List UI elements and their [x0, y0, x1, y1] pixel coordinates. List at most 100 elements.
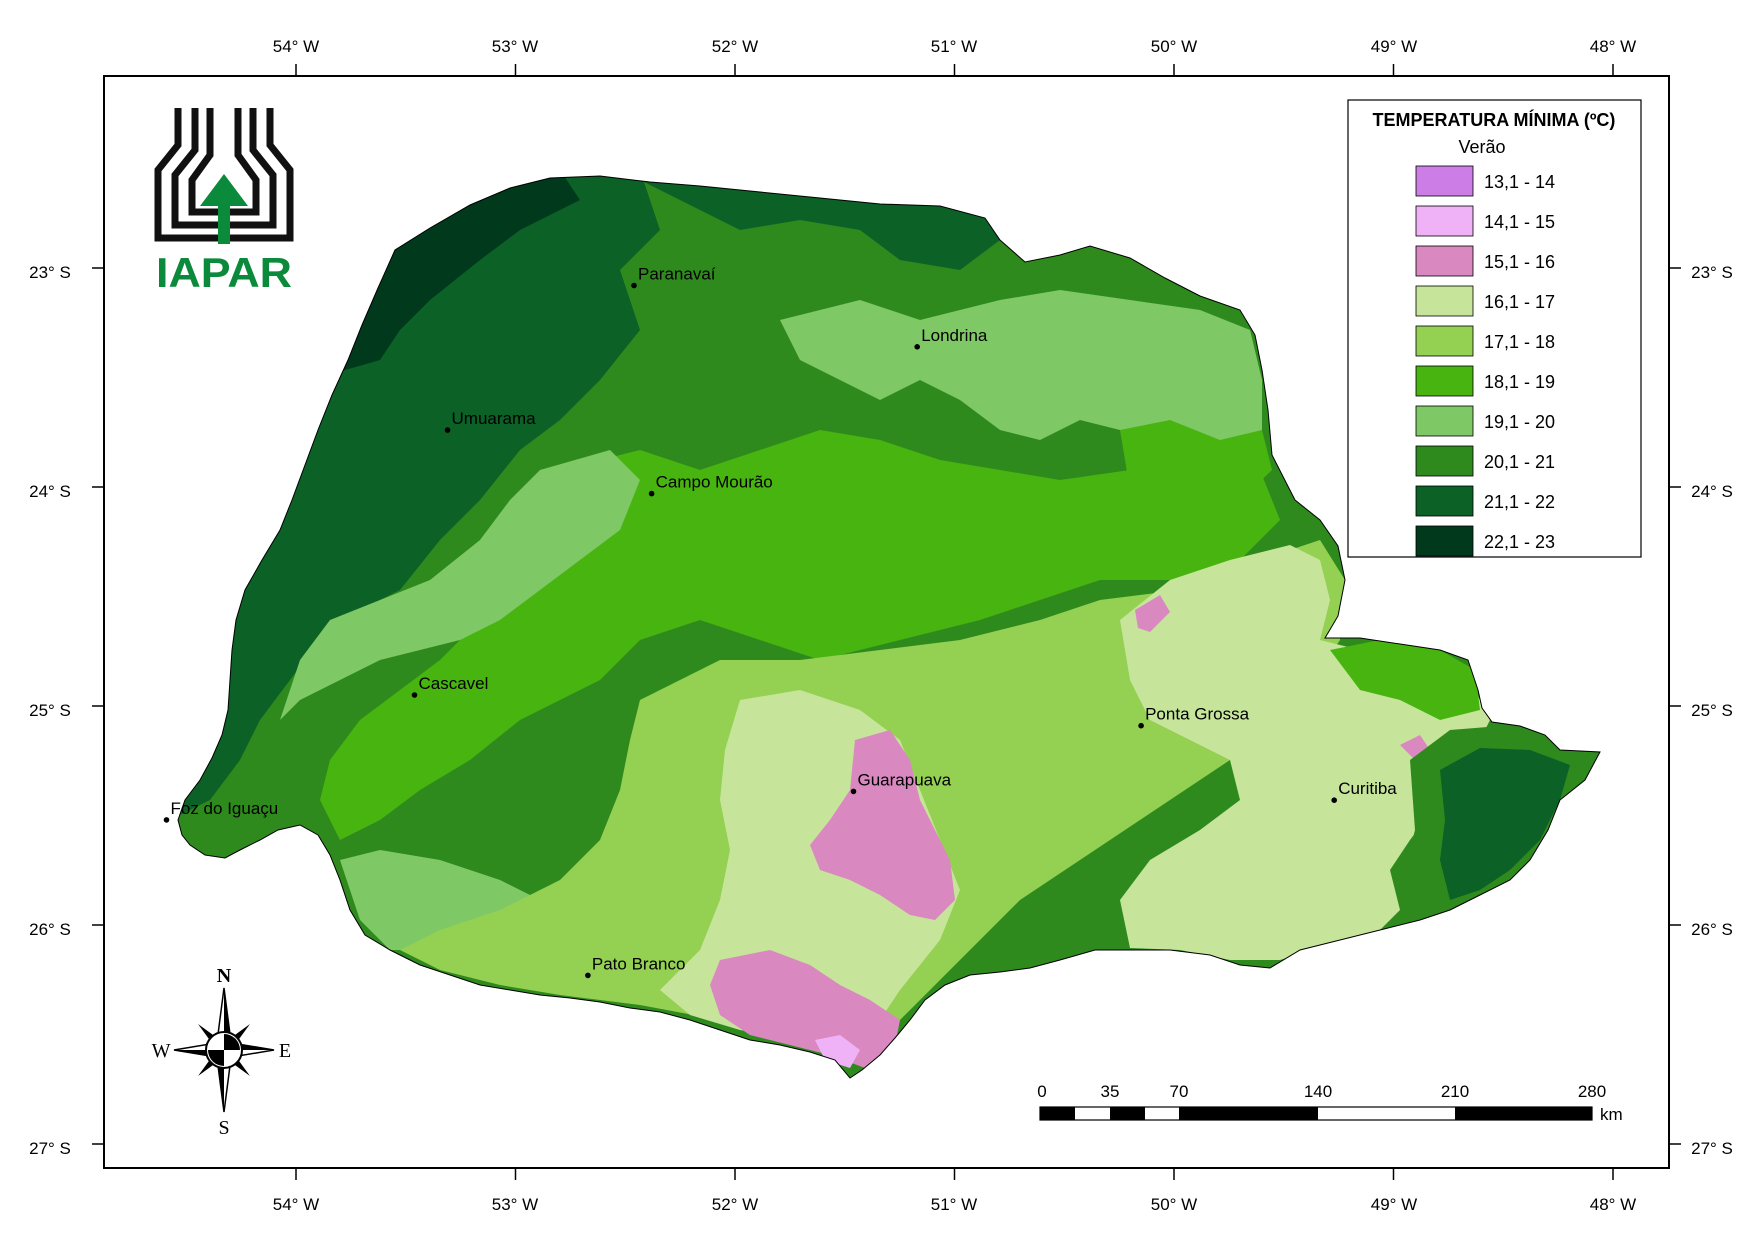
scale-tick-label: 140 — [1304, 1082, 1332, 1101]
legend-swatch — [1415, 165, 1474, 197]
lat-label-left: 25° S — [29, 701, 71, 720]
graticule-ticks — [92, 64, 1681, 1180]
latitude-labels-right: 23° S 24° S 25° S 26° S 27° S — [1691, 263, 1733, 1158]
lat-label-left: 24° S — [29, 482, 71, 501]
lon-label-top: 52° W — [712, 37, 758, 56]
lat-label-right: 26° S — [1691, 920, 1733, 939]
city-curitiba: Curitiba — [1331, 779, 1397, 803]
city-label: Curitiba — [1338, 779, 1397, 798]
city-dot — [850, 788, 857, 795]
legend-item: 16,1 - 17 — [1415, 285, 1555, 317]
cities: Paranavaí Londrina Umuarama Campo Mourão… — [163, 265, 1397, 979]
zone-15-16 — [710, 950, 900, 1068]
lat-label-left: 26° S — [29, 920, 71, 939]
legend-item: 18,1 - 19 — [1415, 365, 1555, 397]
city-guarapuava: Guarapuava — [850, 770, 952, 795]
zone-18-19 — [1120, 420, 1272, 510]
latitude-labels-left: 23° S 24° S 25° S 26° S 27° S — [29, 263, 71, 1158]
legend-item: 20,1 - 21 — [1415, 445, 1555, 477]
scale-unit: km — [1600, 1105, 1623, 1124]
lon-label-top: 50° W — [1151, 37, 1197, 56]
compass-north: N — [217, 965, 232, 987]
city-dot — [631, 282, 637, 289]
legend-swatch — [1415, 485, 1474, 517]
scale-bar-segment — [1040, 1107, 1075, 1120]
legend-swatch — [1415, 365, 1474, 397]
city-paranavai: Paranavaí — [631, 265, 716, 289]
city-label: Cascavel — [419, 674, 489, 693]
legend: TEMPERATURA MÍNIMA (ºC) Verão 13,1 - 14 … — [1347, 99, 1642, 558]
legend-items: 13,1 - 14 14,1 - 15 15,1 - 16 16,1 - 17 … — [1415, 165, 1555, 557]
longitude-labels-top: 54° W 53° W 52° W 51° W 50° W 49° W 48° … — [273, 37, 1636, 56]
compass-icon — [173, 987, 275, 1113]
legend-swatch — [1415, 525, 1474, 557]
city-dot — [914, 344, 920, 350]
compass-east: E — [279, 1040, 291, 1062]
legend-label: 21,1 - 22 — [1484, 492, 1555, 512]
city-label: Ponta Grossa — [1145, 705, 1249, 724]
city-label: Foz do Iguaçu — [171, 799, 279, 818]
scale-tick-label: 210 — [1441, 1082, 1469, 1101]
city-dot — [411, 692, 418, 698]
city-dot — [648, 490, 655, 497]
city-umuarama: Umuarama — [444, 409, 537, 433]
legend-label: 17,1 - 18 — [1484, 332, 1555, 352]
lon-label-bottom: 48° W — [1590, 1195, 1636, 1214]
lon-label-top: 48° W — [1590, 37, 1636, 56]
legend-subtitle: Verão — [1458, 137, 1505, 157]
lon-label-bottom: 52° W — [712, 1195, 758, 1214]
logo-text: IAPAR — [156, 249, 292, 296]
lat-label-left: 23° S — [29, 263, 71, 282]
lon-label-bottom: 49° W — [1371, 1195, 1417, 1214]
city-dot — [163, 817, 170, 823]
legend-item: 21,1 - 22 — [1415, 485, 1555, 517]
zone-15-16 — [1135, 595, 1170, 632]
legend-item: 13,1 - 14 — [1415, 165, 1555, 197]
legend-label: 20,1 - 21 — [1484, 452, 1555, 472]
legend-item: 19,1 - 20 — [1415, 405, 1555, 437]
city-label: Pato Branco — [592, 954, 686, 973]
legend-item: 14,1 - 15 — [1415, 205, 1555, 237]
scale-tick-label: 280 — [1578, 1082, 1606, 1101]
lat-label-right: 24° S — [1691, 482, 1733, 501]
legend-label: 22,1 - 23 — [1484, 532, 1555, 552]
lat-label-right: 25° S — [1691, 701, 1733, 720]
city-label: Umuarama — [452, 409, 537, 428]
city-dot — [1331, 797, 1337, 803]
zone-19-20 — [780, 290, 1262, 470]
compass-west: W — [152, 1040, 171, 1062]
zone-18-19 — [1330, 640, 1480, 720]
scale-tick-label: 70 — [1170, 1082, 1189, 1101]
compass-rose: N S W E — [152, 965, 292, 1139]
legend-box — [1347, 99, 1642, 558]
legend-label: 14,1 - 15 — [1484, 212, 1555, 232]
scale-bar-segment — [1179, 1107, 1318, 1120]
city-label: Guarapuava — [858, 770, 952, 789]
legend-item: 22,1 - 23 — [1415, 525, 1555, 557]
tree-icon — [200, 174, 248, 244]
city-pato-branco: Pato Branco — [585, 954, 686, 979]
lat-label-left: 27° S — [29, 1139, 71, 1158]
city-ponta-grossa: Ponta Grossa — [1138, 705, 1250, 729]
city-campo-mourao: Campo Mourão — [648, 473, 773, 497]
legend-label: 13,1 - 14 — [1484, 172, 1555, 192]
zone-16-17 — [1120, 545, 1490, 960]
compass-south: S — [218, 1117, 229, 1139]
zone-21-22 — [1440, 748, 1570, 900]
scale-bar-segment — [1455, 1107, 1592, 1120]
lon-label-top: 49° W — [1371, 37, 1417, 56]
lon-label-bottom: 51° W — [931, 1195, 977, 1214]
scale-bar: 0 35 70 140 210 280 km — [1037, 1082, 1622, 1124]
legend-item: 17,1 - 18 — [1415, 325, 1555, 357]
lat-label-right: 27° S — [1691, 1139, 1733, 1158]
city-dot — [585, 972, 591, 979]
legend-label: 16,1 - 17 — [1484, 292, 1555, 312]
scale-tick-label: 35 — [1101, 1082, 1120, 1101]
legend-swatch — [1415, 325, 1474, 357]
scale-tick-label: 0 — [1037, 1082, 1046, 1101]
zone-15-16 — [810, 730, 955, 920]
zone-19-20 — [280, 450, 640, 720]
legend-swatch — [1415, 445, 1474, 477]
city-label: Campo Mourão — [656, 473, 773, 492]
legend-swatch — [1415, 245, 1474, 277]
